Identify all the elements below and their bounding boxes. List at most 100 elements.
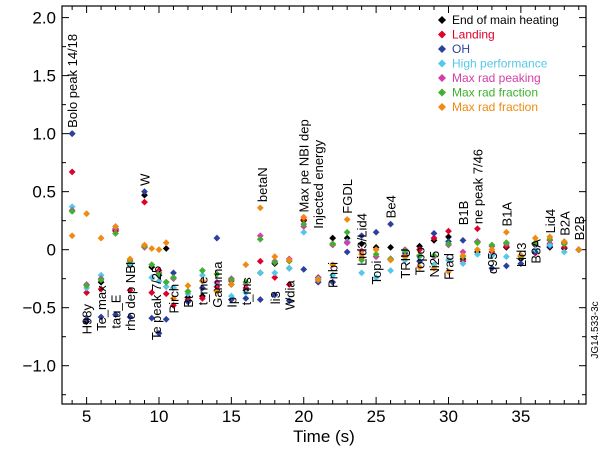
data-point-series-1 bbox=[148, 289, 156, 297]
data-point-series-5 bbox=[68, 207, 76, 215]
data-point-series-3 bbox=[170, 284, 177, 292]
data-point-series-6 bbox=[488, 246, 496, 254]
plot-area bbox=[61, 5, 587, 405]
data-point-series-6 bbox=[170, 295, 177, 302]
data-point-series-6 bbox=[126, 255, 134, 263]
legend-label: End of main heating bbox=[452, 13, 559, 27]
data-point-series-6 bbox=[148, 245, 156, 252]
legend-label: Max rad peaking bbox=[452, 71, 541, 85]
data-point-series-5 bbox=[162, 278, 170, 286]
data-point-series-3 bbox=[242, 289, 250, 297]
data-point-series-0 bbox=[358, 240, 366, 248]
data-point-series-3 bbox=[430, 261, 438, 269]
data-point-series-2 bbox=[517, 260, 525, 267]
point-annotation: Bt bbox=[181, 295, 196, 308]
point-annotation: Lid3/Lid4 bbox=[355, 213, 370, 266]
data-point-series-6 bbox=[162, 239, 170, 247]
legend-label: High performance bbox=[452, 57, 548, 71]
data-point-series-2 bbox=[358, 232, 366, 240]
point-annotation: Te_max bbox=[94, 285, 109, 331]
data-point-series-5 bbox=[329, 240, 337, 248]
data-point-series-3 bbox=[199, 271, 206, 279]
data-point-series-1 bbox=[97, 285, 105, 293]
point-annotation: B1B bbox=[456, 201, 471, 226]
point-annotation: tau_E bbox=[109, 294, 124, 328]
data-point-series-6 bbox=[184, 282, 192, 290]
data-point-series-6 bbox=[474, 246, 481, 254]
point-annotation: li3 bbox=[268, 291, 283, 304]
data-point-series-4 bbox=[213, 278, 221, 286]
point-annotation: t_ms bbox=[239, 277, 254, 306]
data-point-series-6 bbox=[256, 204, 264, 212]
point-annotation: Frad bbox=[441, 253, 456, 280]
y-tick-label: 2.0 bbox=[32, 9, 56, 28]
point-annotation: FGDL bbox=[340, 179, 355, 214]
data-point-series-3 bbox=[162, 283, 170, 291]
data-point-series-3 bbox=[560, 248, 568, 256]
data-point-series-2 bbox=[430, 230, 438, 237]
data-point-series-5 bbox=[416, 252, 423, 259]
data-point-series-3 bbox=[155, 277, 163, 285]
point-annotation: ne peak 7/46 bbox=[470, 149, 485, 224]
legend-marker bbox=[438, 45, 446, 53]
point-annotation: Max pe NBI dep bbox=[297, 119, 312, 212]
data-point-series-1 bbox=[68, 168, 76, 176]
data-point-series-2 bbox=[459, 236, 467, 244]
point-annotation: B1A bbox=[499, 202, 514, 227]
y-axis: −1.0 −0.5 0 0.5 1.0 1.5 2.0 bbox=[22, 9, 586, 396]
point-annotation: t_me bbox=[195, 276, 210, 305]
data-point-series-6 bbox=[502, 228, 510, 236]
data-point-series-0 bbox=[387, 243, 394, 251]
data-point-series-6 bbox=[213, 288, 221, 295]
x-axis: 5 10 15 20 25 30 35 bbox=[71, 6, 580, 426]
data-point-series-0 bbox=[162, 245, 170, 252]
data-point-series-5 bbox=[170, 274, 177, 281]
data-point-series-1 bbox=[271, 274, 279, 281]
data-point-series-5 bbox=[199, 267, 206, 274]
data-point-series-5 bbox=[112, 230, 119, 237]
x-tick-label: 30 bbox=[439, 407, 458, 426]
data-point-series-2 bbox=[285, 297, 293, 305]
data-point-series-3 bbox=[459, 260, 467, 267]
data-point-series-0 bbox=[329, 234, 337, 242]
data-point-series-5 bbox=[430, 252, 438, 259]
data-point-series-5 bbox=[213, 270, 221, 278]
point-annotation: Injected energy bbox=[311, 139, 326, 228]
data-point-series-3 bbox=[401, 256, 409, 264]
data-point-series-6 bbox=[329, 261, 337, 269]
data-point-series-2 bbox=[387, 220, 394, 228]
data-point-series-5 bbox=[401, 247, 409, 255]
data-point-series-2 bbox=[488, 264, 496, 272]
data-point-series-5 bbox=[148, 261, 156, 269]
data-point-series-6 bbox=[83, 210, 91, 218]
legend-marker bbox=[438, 16, 446, 24]
data-point-series-5 bbox=[445, 240, 452, 248]
data-point-series-2 bbox=[502, 262, 510, 270]
point-annotation: rho dep NBI bbox=[123, 262, 138, 331]
data-point-series-6 bbox=[155, 246, 163, 254]
legend-marker bbox=[438, 30, 446, 39]
data-point-series-2 bbox=[126, 313, 134, 321]
legend-marker bbox=[438, 59, 446, 68]
y-tick-label: −0.5 bbox=[22, 299, 56, 318]
data-point-series-6 bbox=[141, 241, 148, 249]
data-point-series-6 bbox=[314, 276, 322, 284]
data-point-series-1 bbox=[445, 227, 452, 235]
data-point-series-1 bbox=[162, 290, 170, 298]
point-annotations: Bolo peak 14/18 H98y Te_max tau_E rho dep NB… bbox=[65, 34, 587, 340]
point-annotation: Lid4 bbox=[543, 209, 558, 234]
data-point-series-6 bbox=[242, 261, 250, 269]
data-point-series-2 bbox=[83, 315, 91, 323]
data-point-series-2 bbox=[300, 265, 308, 273]
data-point-series-1 bbox=[416, 246, 423, 254]
data-point-series-2 bbox=[213, 234, 221, 242]
point-annotation: Lid3 bbox=[514, 243, 529, 268]
data-point-series-1 bbox=[126, 286, 134, 294]
data-point-series-3 bbox=[531, 246, 539, 254]
data-point-series-6 bbox=[531, 234, 539, 242]
data-point-series-4 bbox=[358, 247, 366, 255]
data-point-series-3 bbox=[474, 250, 481, 258]
legend-label: Max rad fraction bbox=[452, 100, 538, 114]
